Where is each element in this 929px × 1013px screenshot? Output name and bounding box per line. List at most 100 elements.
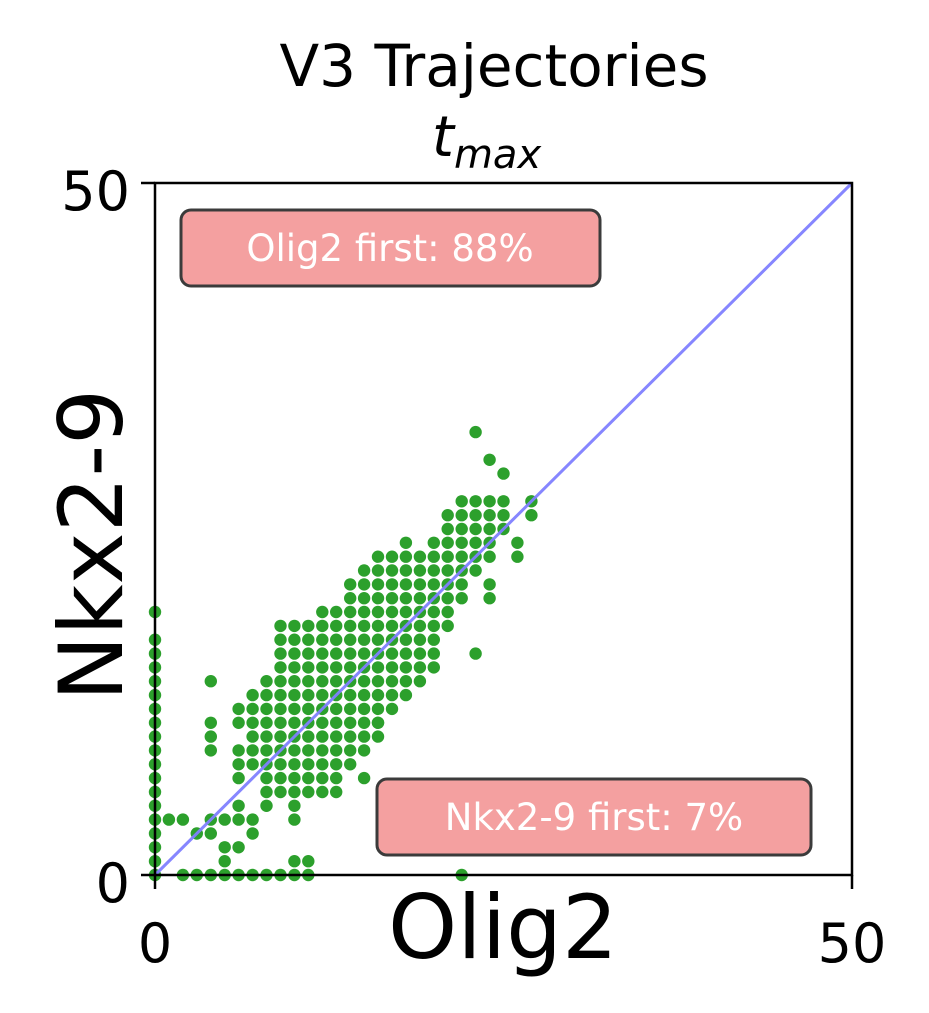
data-point: [483, 578, 496, 591]
chart-title: V3 Trajectories: [279, 32, 708, 100]
data-point: [344, 730, 357, 743]
data-point: [302, 855, 315, 868]
data-point: [357, 675, 371, 688]
data-point: [357, 633, 371, 646]
data-point: [469, 536, 482, 549]
data-point: [162, 813, 176, 826]
data-point: [399, 647, 413, 660]
data-point: [413, 661, 427, 674]
data-point: [246, 730, 259, 743]
data-point: [371, 605, 385, 619]
data-point: [441, 550, 454, 563]
data-point: [483, 453, 496, 466]
data-point: [316, 605, 329, 619]
data-point: [302, 688, 315, 702]
data-point: [483, 550, 496, 563]
data-point: [330, 771, 343, 785]
data-point: [288, 661, 301, 674]
data-point: [413, 619, 427, 633]
annotation-olig2-first-text: Olig2 first: 88%: [246, 227, 533, 270]
data-point: [330, 647, 343, 660]
data-point: [385, 564, 399, 577]
data-point: [399, 536, 413, 549]
data-point: [288, 771, 301, 785]
data-point: [344, 688, 357, 702]
data-point: [357, 605, 371, 619]
data-point: [330, 716, 343, 729]
data-point: [288, 744, 301, 757]
data-point: [399, 688, 413, 702]
data-point: [316, 675, 329, 688]
data-point: [357, 647, 371, 660]
data-point: [246, 688, 259, 702]
data-point: [427, 661, 440, 674]
data-point: [413, 578, 427, 591]
data-point: [344, 758, 357, 771]
data-point: [316, 688, 329, 702]
data-point: [357, 578, 371, 591]
data-point: [302, 675, 315, 688]
chart-subtitle-subscript: max: [454, 132, 541, 178]
data-point: [399, 592, 413, 605]
data-point: [413, 633, 427, 646]
data-point: [511, 550, 524, 563]
reference-line: [153, 181, 854, 877]
data-point: [246, 744, 259, 757]
data-point: [330, 633, 343, 646]
y-tick-label-50: 50: [61, 160, 130, 223]
data-point: [455, 509, 468, 522]
data-point: [344, 633, 357, 646]
plot-frame: [153, 181, 854, 877]
data-point: [385, 702, 399, 716]
data-point: [288, 855, 301, 868]
data-point: [357, 730, 371, 743]
data-point: [427, 605, 440, 619]
data-point: [316, 730, 329, 743]
data-point: [330, 785, 343, 799]
data-point: [288, 619, 301, 633]
data-point: [399, 605, 413, 619]
data-point: [204, 730, 217, 743]
data-point: [274, 688, 287, 702]
chart-subtitle-base: t: [432, 105, 456, 170]
data-point: [385, 675, 399, 688]
data-point: [399, 564, 413, 577]
data-point: [469, 495, 482, 508]
data-point: [371, 675, 385, 688]
data-point: [399, 675, 413, 688]
data-point: [344, 619, 357, 633]
data-point: [385, 619, 399, 633]
data-point: [260, 771, 273, 785]
data-point: [316, 758, 329, 771]
annotation-nkx29-first-text: Nkx2-9 first: 7%: [445, 796, 743, 839]
data-point: [204, 744, 217, 757]
data-point: [274, 633, 287, 646]
chart-subtitle: tmax: [432, 105, 541, 178]
data-point: [441, 619, 454, 633]
data-point: [371, 592, 385, 605]
data-point: [330, 661, 343, 674]
data-point: [357, 619, 371, 633]
data-point: [469, 509, 482, 522]
data-point: [260, 716, 273, 729]
data-point: [413, 647, 427, 660]
data-point: [232, 702, 245, 716]
data-point: [302, 730, 315, 743]
data-point: [427, 550, 440, 563]
data-point: [357, 771, 371, 785]
data-point: [274, 758, 287, 771]
data-point: [288, 813, 301, 826]
data-point: [288, 716, 301, 729]
data-point: [218, 841, 231, 854]
data-point: [232, 758, 245, 771]
data-point: [330, 730, 343, 743]
data-point: [316, 771, 329, 785]
data-point: [218, 813, 231, 826]
data-point: [413, 675, 427, 688]
data-point: [385, 647, 399, 660]
data-point: [455, 550, 468, 563]
annotation-nkx29-first-box: [375, 777, 813, 857]
data-point: [357, 564, 371, 577]
data-point: [455, 578, 468, 591]
